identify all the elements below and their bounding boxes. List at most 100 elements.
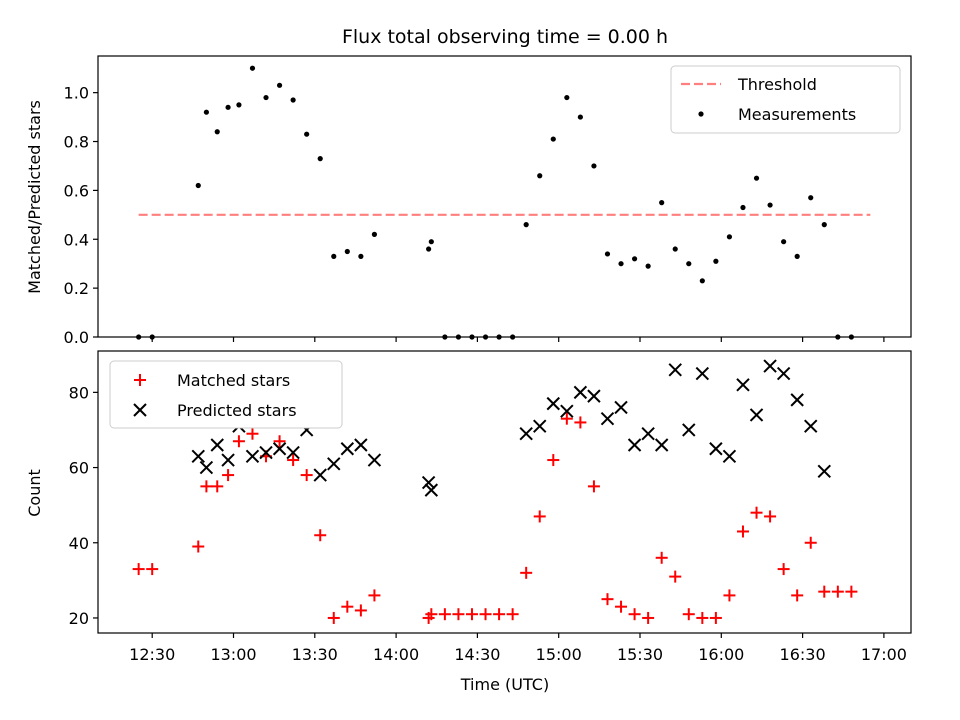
measurement-point bbox=[564, 94, 570, 101]
measurement-point bbox=[358, 253, 364, 259]
predicted-star-point bbox=[776, 366, 791, 381]
predicted-star-point bbox=[367, 453, 382, 467]
bottom-legend: Matched stars Predicted stars bbox=[109, 360, 343, 429]
matched-star-point bbox=[628, 608, 641, 621]
measurement-point bbox=[740, 204, 746, 211]
measurement-point bbox=[821, 222, 827, 228]
matched-star-point bbox=[750, 506, 763, 519]
matched-star-point bbox=[200, 480, 213, 493]
matched-star-point bbox=[146, 563, 159, 576]
predicted-star-point bbox=[245, 449, 260, 463]
legend-predicted-label: Predicted stars bbox=[177, 401, 297, 420]
predicted-star-point bbox=[573, 385, 588, 400]
x-axis-label: Time (UTC) bbox=[460, 675, 549, 694]
bottom-y-axis-label: Count bbox=[25, 469, 44, 517]
predicted-star-point bbox=[722, 449, 737, 463]
predicted-star-point bbox=[340, 442, 355, 456]
measurement-point bbox=[249, 65, 256, 71]
predicted-star-point bbox=[546, 396, 560, 411]
matched-star-point bbox=[723, 589, 736, 602]
legend-matched-label: Matched stars bbox=[177, 371, 290, 390]
predicted-star-point bbox=[736, 378, 750, 392]
predicted-star-point bbox=[600, 411, 615, 426]
y-tick-label: 0.0 bbox=[64, 328, 89, 347]
measurement-point bbox=[304, 131, 310, 137]
measurement-point bbox=[699, 278, 705, 284]
matched-star-point bbox=[642, 611, 655, 624]
measurement-point bbox=[753, 175, 760, 181]
top-legend: Threshold Measurements bbox=[670, 65, 901, 134]
matched-star-point bbox=[327, 611, 340, 624]
bottom-axes-frame bbox=[97, 350, 912, 634]
top-axes-frame bbox=[97, 55, 912, 338]
bottom-axis-ticks: 20 40 60 80 12:30 13:00 13:30 14:00 14:30 15:00 15… bbox=[69, 383, 907, 664]
measurement-point bbox=[225, 104, 231, 110]
matched-star-point bbox=[211, 480, 224, 493]
matched-star-point bbox=[587, 480, 600, 493]
x-tick-label: 14:30 bbox=[454, 645, 500, 664]
predicted-star-point bbox=[191, 449, 205, 463]
matched-star-point bbox=[764, 510, 777, 523]
bottom-data-marks bbox=[132, 359, 858, 624]
predicted-star-point bbox=[421, 475, 436, 490]
predicted-star-point bbox=[587, 389, 601, 403]
legend-predicted-swatch bbox=[133, 403, 147, 417]
predicted-star-point bbox=[627, 438, 642, 452]
x-tick-label: 17:00 bbox=[861, 645, 907, 664]
legend-matched-swatch bbox=[134, 374, 146, 386]
measurement-point bbox=[236, 102, 242, 108]
top-y-axis-label: Matched/Predicted stars bbox=[25, 100, 44, 294]
predicted-star-point bbox=[210, 438, 224, 452]
matched-star-point bbox=[655, 551, 668, 564]
predicted-star-point bbox=[641, 427, 655, 441]
matched-star-point bbox=[520, 566, 533, 579]
x-tick-label: 16:30 bbox=[780, 645, 826, 664]
measurement-point bbox=[203, 109, 209, 115]
predicted-star-point bbox=[199, 460, 214, 475]
predicted-star-point bbox=[654, 438, 669, 452]
legend-measurements-swatch bbox=[698, 111, 704, 117]
matched-star-point bbox=[506, 608, 519, 621]
matched-star-point bbox=[232, 435, 245, 448]
measurement-point bbox=[726, 234, 733, 240]
x-tick-label: 13:30 bbox=[292, 645, 338, 664]
matched-star-point bbox=[682, 608, 695, 621]
predicted-star-point bbox=[749, 408, 764, 422]
top-legend-box bbox=[670, 65, 901, 134]
measurement-point bbox=[195, 182, 201, 189]
measurement-point bbox=[214, 129, 220, 135]
measurement-point bbox=[371, 231, 378, 237]
y-tick-label: 80 bbox=[69, 383, 89, 402]
y-tick-label: 20 bbox=[69, 609, 89, 628]
measurement-point bbox=[794, 253, 800, 259]
y-tick-label: 60 bbox=[69, 459, 89, 478]
matched-star-point bbox=[465, 608, 478, 621]
matched-star-point bbox=[368, 589, 381, 602]
matched-star-point bbox=[493, 608, 506, 621]
matched-star-point bbox=[696, 611, 709, 624]
matched-star-point bbox=[425, 608, 438, 621]
matched-star-point bbox=[533, 510, 546, 523]
matched-star-point bbox=[818, 585, 831, 598]
matched-star-point bbox=[314, 529, 327, 542]
x-tick-label: 16:00 bbox=[698, 645, 744, 664]
legend-threshold-label: Threshold bbox=[737, 75, 817, 94]
matched-star-point bbox=[341, 600, 354, 613]
measurement-point bbox=[713, 258, 719, 264]
measurement-point bbox=[331, 253, 337, 259]
matched-star-point bbox=[574, 416, 587, 429]
matched-star-point bbox=[354, 604, 367, 617]
measurement-point bbox=[276, 82, 283, 88]
matched-star-point bbox=[736, 525, 749, 538]
matched-star-point bbox=[300, 469, 313, 482]
predicted-star-point bbox=[221, 453, 235, 467]
matched-star-point bbox=[287, 454, 300, 467]
bottom-panel: 20 40 60 80 12:30 13:00 13:30 14:00 14:30 15:00 15… bbox=[25, 350, 912, 694]
y-tick-label: 40 bbox=[69, 534, 89, 553]
predicted-star-point bbox=[286, 445, 300, 460]
predicted-star-point bbox=[695, 366, 710, 381]
x-tick-label: 15:30 bbox=[617, 645, 663, 664]
predicted-star-point bbox=[259, 445, 273, 460]
predicted-star-point bbox=[668, 363, 682, 377]
